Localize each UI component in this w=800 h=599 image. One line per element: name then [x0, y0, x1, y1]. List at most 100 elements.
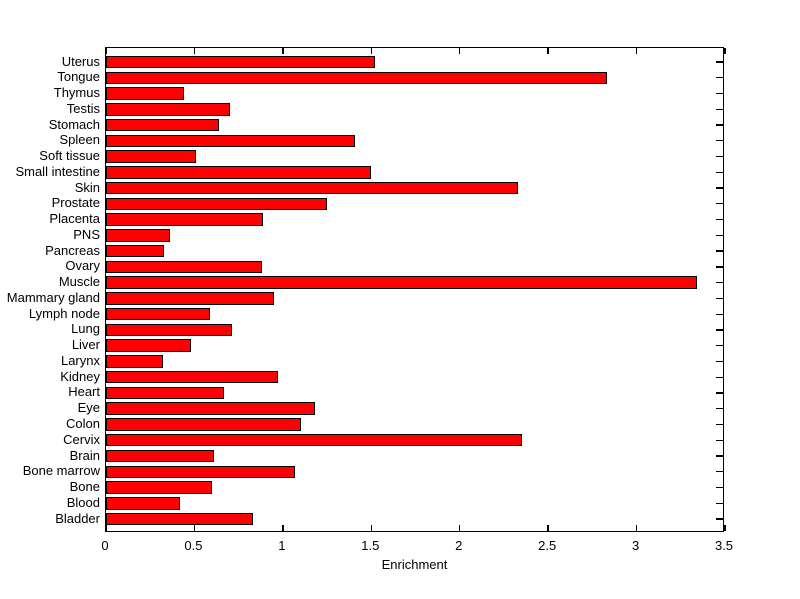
y-tick-mark: [716, 77, 723, 79]
bar: [106, 134, 356, 148]
y-tick-label: Stomach: [48, 116, 100, 132]
y-tick-mark: [716, 203, 723, 205]
y-tick-mark: [716, 61, 723, 63]
bar: [106, 166, 372, 179]
bar: [106, 118, 220, 132]
y-tick-mark: [716, 218, 723, 221]
y-tick-label: Larynx: [60, 352, 100, 368]
y-tick-label: Ovary: [65, 258, 100, 274]
bar: [106, 292, 274, 305]
x-tick-mark: [459, 48, 461, 54]
y-tick-mark: [716, 345, 723, 347]
bar: [106, 260, 262, 274]
x-tick-mark: [459, 525, 461, 531]
y-tick-mark: [716, 360, 723, 363]
y-tick-label: Eye: [77, 400, 100, 416]
x-tick-label: 1.5: [361, 538, 380, 553]
y-tick-label: Muscle: [58, 274, 100, 290]
x-tick-label: 2.5: [538, 538, 557, 553]
y-tick-mark: [716, 471, 723, 473]
y-tick-mark: [716, 155, 723, 158]
y-tick-label: Spleen: [59, 132, 100, 148]
y-tick-label: Thymus: [53, 85, 100, 101]
y-tick-label: PNS: [73, 226, 100, 242]
y-tick-mark: [716, 486, 723, 489]
y-tick-label: Tongue: [57, 69, 100, 85]
y-tick-label: Soft tissue: [39, 148, 100, 164]
x-tick-mark: [635, 525, 638, 531]
bar: [106, 323, 232, 337]
x-tick-mark: [724, 48, 726, 54]
y-tick-mark: [716, 455, 723, 457]
y-tick-mark: [716, 266, 723, 268]
bar: [106, 339, 191, 352]
y-tick-label: Prostate: [51, 195, 100, 211]
y-tick-mark: [716, 187, 723, 189]
bar: [106, 370, 278, 384]
bar: [106, 244, 165, 258]
y-tick-label: Kidney: [60, 368, 100, 384]
y-tick-label: Brain: [69, 447, 100, 463]
y-tick-label: Blood: [66, 494, 100, 510]
y-tick-label: Mammary gland: [6, 289, 100, 305]
x-tick-mark: [282, 525, 284, 531]
bar: [106, 150, 197, 163]
bar: [106, 402, 315, 415]
x-tick-mark: [547, 48, 549, 54]
y-tick-label: Skin: [74, 179, 100, 195]
y-tick-label: Lymph node: [28, 305, 100, 321]
y-tick-mark: [716, 518, 723, 520]
y-tick-mark: [716, 439, 723, 441]
y-tick-label: Placenta: [49, 211, 100, 227]
x-tick-mark: [635, 48, 638, 54]
bar: [106, 465, 296, 478]
y-tick-mark: [716, 376, 723, 378]
bar: [106, 181, 519, 195]
bar: [106, 55, 375, 69]
y-tick-label: Bone marrow: [22, 463, 100, 479]
x-tick-mark: [370, 48, 372, 54]
bar: [106, 449, 214, 463]
x-tick-mark: [547, 525, 549, 531]
x-tick-mark: [105, 525, 107, 531]
x-tick-mark: [282, 48, 284, 54]
plot-area: [105, 47, 726, 532]
y-tick-label: Pancreas: [45, 242, 100, 258]
y-tick-mark: [716, 297, 723, 300]
bar: [106, 355, 163, 368]
bar: [106, 197, 328, 211]
x-tick-mark: [724, 525, 726, 531]
bar: [106, 307, 211, 321]
x-tick-mark: [370, 525, 372, 531]
y-tick-label: Bone: [69, 479, 100, 495]
x-tick-mark: [105, 48, 107, 54]
y-tick-mark: [716, 250, 723, 252]
y-tick-label: Small intestine: [15, 163, 100, 179]
bar: [106, 71, 607, 84]
x-tick-label: 1: [278, 538, 286, 553]
x-tick-label: 2: [455, 538, 463, 553]
y-tick-label: Uterus: [61, 53, 100, 69]
x-tick-mark: [193, 525, 196, 531]
y-tick-mark: [716, 92, 723, 95]
x-axis-title: Enrichment: [381, 557, 448, 572]
y-tick-label: Bladder: [55, 510, 100, 526]
bar: [106, 87, 184, 100]
y-tick-label: Testis: [66, 100, 100, 116]
bar: [106, 103, 230, 116]
y-tick-label: Cervix: [63, 431, 100, 447]
y-tick-mark: [716, 392, 723, 394]
bar: [106, 276, 697, 289]
bar: [106, 418, 301, 431]
y-tick-mark: [716, 108, 723, 110]
bar: [106, 512, 253, 526]
x-tick-label: 0: [101, 538, 109, 553]
bar: [106, 213, 264, 226]
bar: [106, 497, 181, 510]
x-tick-mark: [193, 48, 196, 54]
y-tick-mark: [716, 423, 723, 426]
y-tick-label: Heart: [68, 384, 100, 400]
y-tick-mark: [716, 329, 723, 331]
bar: [106, 481, 213, 494]
